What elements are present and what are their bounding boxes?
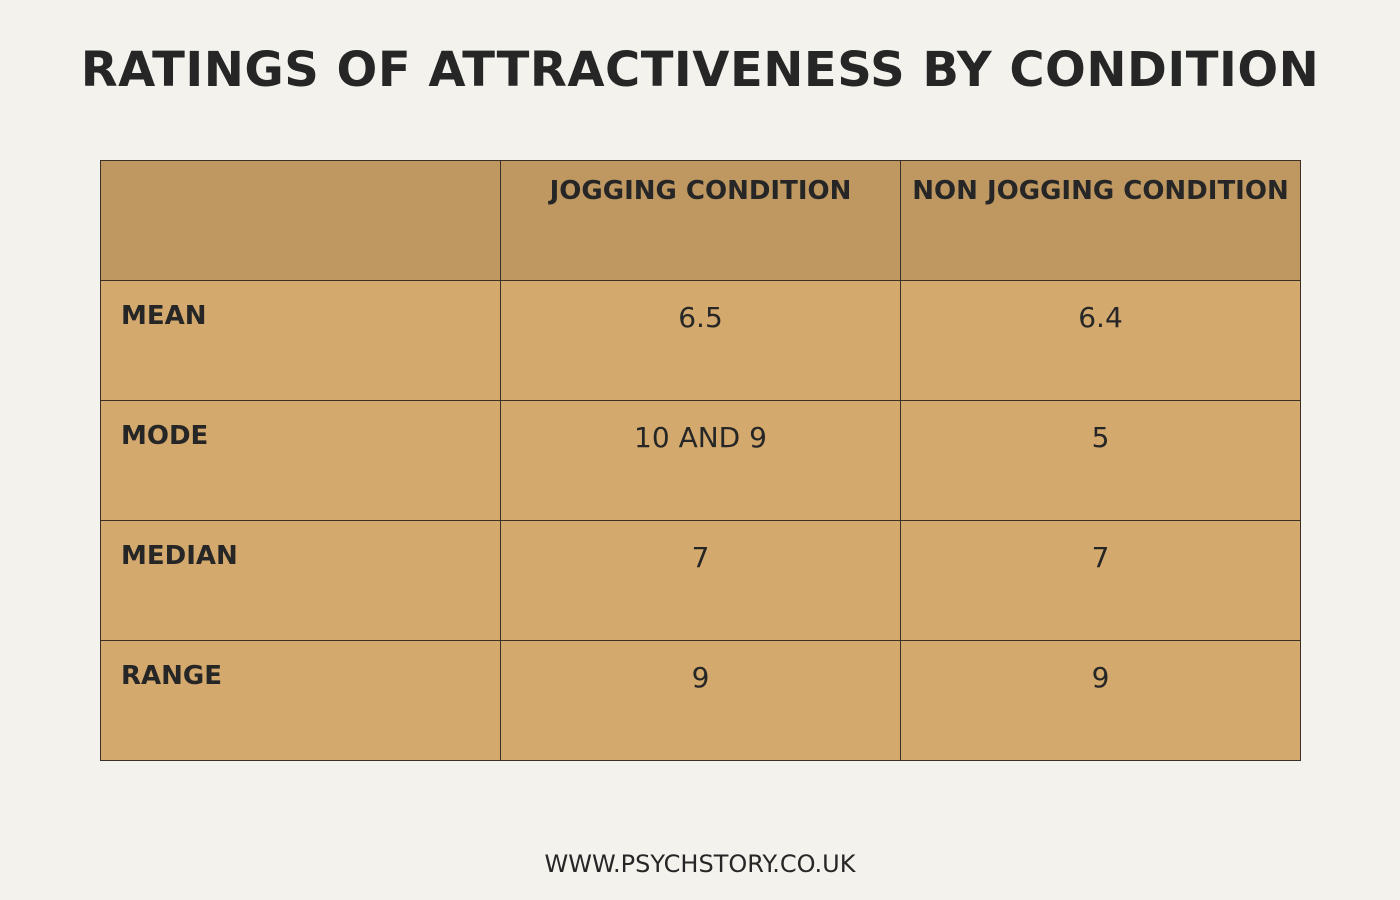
cell: 6.5 (500, 280, 901, 401)
cell: 9 (900, 640, 1301, 761)
row-label: MEAN (100, 280, 501, 401)
cell: 6.4 (900, 280, 1301, 401)
table-row: MEDIAN 7 7 (100, 520, 1301, 641)
cell: 7 (500, 520, 901, 641)
title: RATINGS OF ATTRACTIVENESS BY CONDITION (80, 42, 1320, 98)
header-cell: JOGGING CONDITION (500, 160, 901, 281)
corner-cell (100, 160, 501, 281)
footer: WWW.PSYCHSTORY.CO.UK (544, 850, 856, 878)
table-body: MEAN 6.5 6.4 MODE 10 AND 9 5 MEDIAN 7 7 RANGE 9 9 (100, 280, 1301, 761)
header-cell: NON JOGGING CONDITION (900, 160, 1301, 281)
header-row: JOGGING CONDITION NON JOGGING CONDITION (100, 160, 1301, 281)
cell: 7 (900, 520, 1301, 641)
table-row: RANGE 9 9 (100, 640, 1301, 761)
cell: 9 (500, 640, 901, 761)
cell: 10 AND 9 (500, 400, 901, 521)
row-label: MEDIAN (100, 520, 501, 641)
row-label: RANGE (100, 640, 501, 761)
cell: 5 (900, 400, 1301, 521)
row-label: MODE (100, 400, 501, 521)
table-row: MEAN 6.5 6.4 (100, 280, 1301, 401)
stats-table: JOGGING CONDITION NON JOGGING CONDITION M… (100, 160, 1301, 761)
